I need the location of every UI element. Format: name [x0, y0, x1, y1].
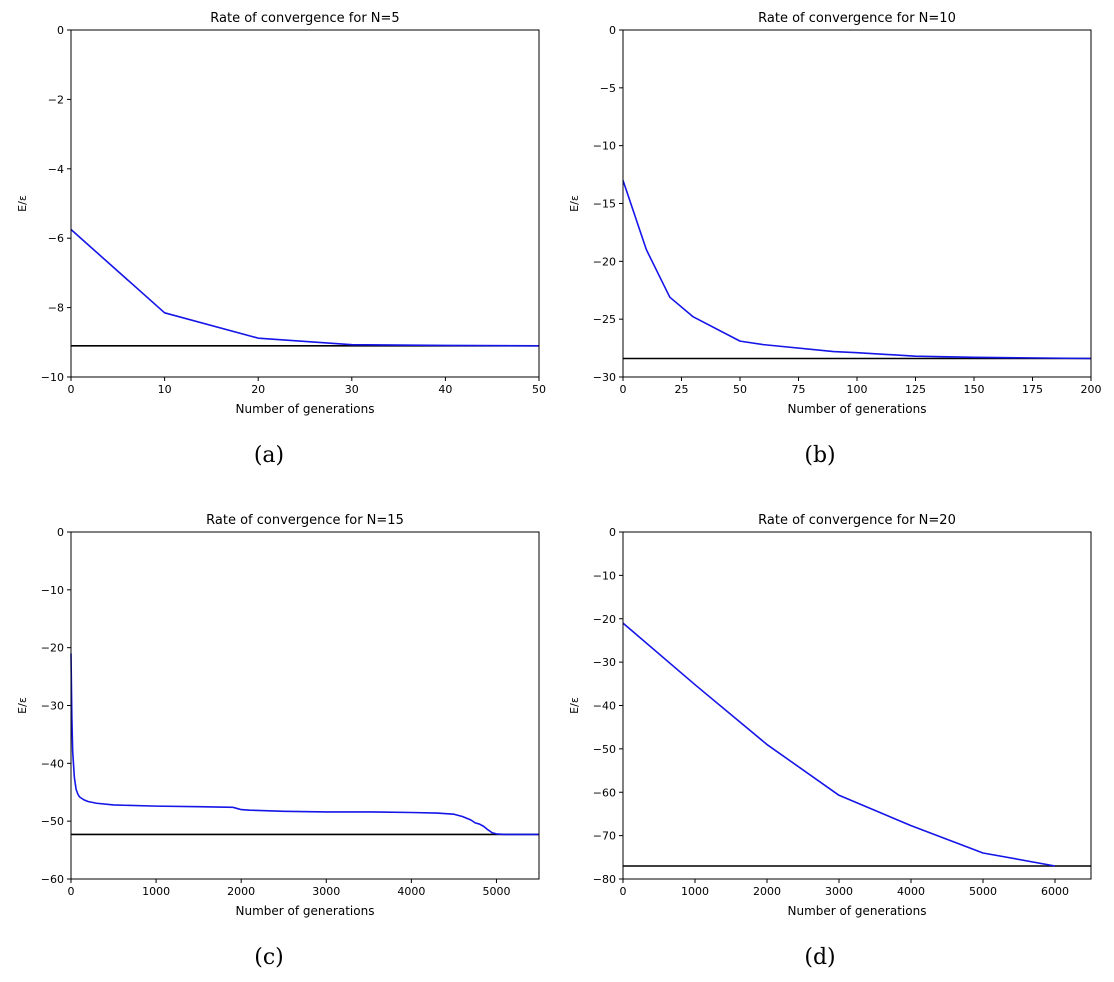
- plot-frame: [70, 531, 540, 880]
- x-tick-label: 0: [620, 885, 627, 898]
- y-tick-label: −10: [41, 371, 64, 384]
- y-tick-label: 0: [57, 526, 64, 539]
- y-tick-label: −30: [41, 700, 64, 713]
- y-tick-label: −15: [593, 198, 616, 211]
- y-tick-label: 0: [609, 526, 616, 539]
- chart-title: Rate of convergence for N=10: [758, 11, 956, 26]
- y-tick-label: −20: [593, 613, 616, 626]
- plot-frame: [622, 29, 1092, 378]
- y-tick-label: −10: [593, 140, 616, 153]
- x-tick-label: 175: [1022, 383, 1043, 396]
- chart-panel-d: Rate of convergence for N=20 0 1000 2000 300…: [552, 502, 1109, 922]
- y-tick-label: −30: [593, 656, 616, 669]
- y-tick-label: −10: [41, 584, 64, 597]
- y-tick-label: −30: [593, 371, 616, 384]
- y-tick-label: −8: [48, 302, 64, 315]
- y-tick-label: −4: [48, 163, 64, 176]
- y-axis-label: E/ε: [568, 195, 581, 212]
- x-tick-label: 125: [905, 383, 926, 396]
- x-tick-label: 0: [68, 885, 75, 898]
- x-tick-label: 5000: [482, 885, 510, 898]
- y-tick-label: 0: [609, 24, 616, 37]
- y-tick-label: −40: [593, 700, 616, 713]
- y-tick-label: −50: [41, 815, 64, 828]
- chart-panel-a: Rate of convergence for N=5 0 10 20 30 40 50 0−…: [0, 0, 557, 420]
- caption-d: (d): [804, 945, 836, 970]
- y-tick-label: −5: [600, 82, 616, 95]
- y-tick-label: −20: [41, 642, 64, 655]
- y-tick-label: −70: [593, 830, 616, 843]
- x-tick-label: 4000: [897, 885, 925, 898]
- plot-frame: [622, 531, 1092, 880]
- convergence-chart-n10: Rate of convergence for N=10 0 25 50 75 100 12…: [568, 11, 1102, 416]
- x-tick-label: 2000: [227, 885, 255, 898]
- x-tick-label: 0: [620, 383, 627, 396]
- x-axis-label: Number of generations: [788, 904, 927, 918]
- x-axis-label: Number of generations: [788, 402, 927, 416]
- x-tick-label: 1000: [681, 885, 709, 898]
- x-tick-label: 4000: [397, 885, 425, 898]
- chart-panel-c: Rate of convergence for N=15 0 1000 2000 300…: [0, 502, 557, 922]
- y-tick-label: −2: [48, 93, 64, 106]
- x-tick-label: 100: [847, 383, 868, 396]
- series-line: [622, 180, 1092, 360]
- x-tick-label: 30: [345, 383, 359, 396]
- x-tick-label: 5000: [969, 885, 997, 898]
- x-tick-label: 10: [158, 383, 172, 396]
- y-tick-label: 0: [57, 24, 64, 37]
- plot-frame: [70, 29, 540, 378]
- x-tick-label: 150: [964, 383, 985, 396]
- x-tick-label: 0: [68, 383, 75, 396]
- y-tick-label: −10: [593, 569, 616, 582]
- series-line: [70, 653, 539, 836]
- series-line: [622, 622, 1056, 867]
- convergence-chart-n20: Rate of convergence for N=20 0 1000 2000 300…: [568, 513, 1092, 918]
- chart-title: Rate of convergence for N=20: [758, 513, 956, 528]
- x-tick-label: 2000: [753, 885, 781, 898]
- x-tick-label: 25: [675, 383, 689, 396]
- chart-title: Rate of convergence for N=5: [210, 11, 399, 26]
- caption-b: (b): [804, 443, 836, 468]
- x-tick-label: 75: [792, 383, 806, 396]
- y-tick-label: −60: [593, 786, 616, 799]
- x-tick-label: 3000: [825, 885, 853, 898]
- x-axis-label: Number of generations: [236, 402, 375, 416]
- y-axis-label: E/ε: [16, 195, 29, 212]
- x-tick-label: 50: [733, 383, 747, 396]
- y-tick-label: −6: [48, 232, 64, 245]
- y-tick-label: −20: [593, 255, 616, 268]
- x-tick-label: 200: [1081, 383, 1102, 396]
- y-tick-label: −40: [41, 757, 64, 770]
- chart-panel-b: Rate of convergence for N=10 0 25 50 75 100 12…: [552, 0, 1109, 420]
- caption-c: (c): [254, 945, 284, 970]
- x-tick-label: 1000: [142, 885, 170, 898]
- y-axis-label: E/ε: [16, 697, 29, 714]
- y-tick-label: −80: [593, 873, 616, 886]
- x-tick-label: 40: [438, 383, 452, 396]
- x-tick-label: 3000: [312, 885, 340, 898]
- x-tick-label: 50: [532, 383, 546, 396]
- y-tick-label: −50: [593, 743, 616, 756]
- chart-title: Rate of convergence for N=15: [206, 513, 404, 528]
- x-tick-label: 6000: [1041, 885, 1069, 898]
- x-axis-label: Number of generations: [236, 904, 375, 918]
- y-axis-label: E/ε: [568, 697, 581, 714]
- y-tick-label: −60: [41, 873, 64, 886]
- y-tick-label: −25: [593, 313, 616, 326]
- series-line: [70, 228, 540, 347]
- x-tick-label: 20: [251, 383, 265, 396]
- caption-a: (a): [253, 443, 285, 468]
- convergence-chart-n5: Rate of convergence for N=50 10 20 30 40 500−…: [16, 11, 546, 416]
- convergence-chart-n15: Rate of convergence for N=15 0 1000 2000 300…: [16, 513, 540, 918]
